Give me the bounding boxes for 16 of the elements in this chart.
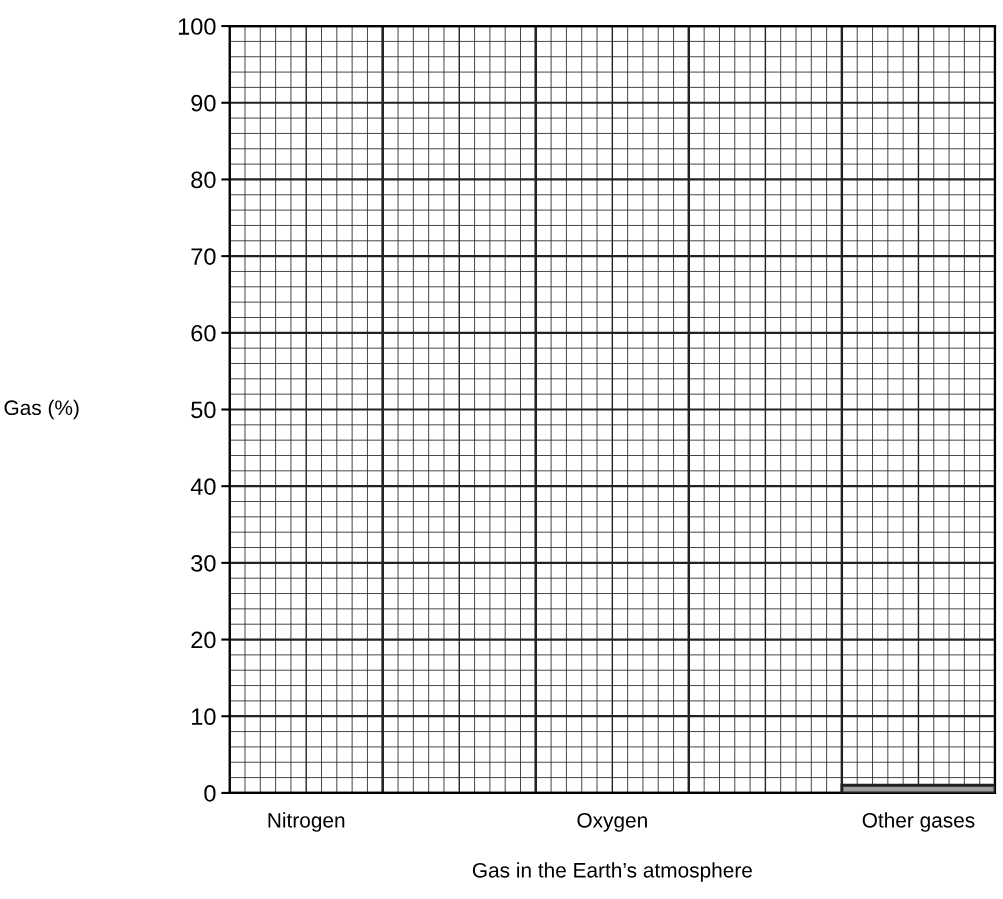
y-tick-label: 20 [191, 631, 216, 649]
y-tick-label: 80 [191, 171, 216, 189]
y-tick-label: 70 [191, 248, 216, 265]
x-axis-title: Gas in the Earth’s atmosphere [472, 862, 752, 882]
y-axis-title: Gas (%) [4, 399, 79, 420]
y-tick-label: 40 [190, 478, 216, 495]
y-tick-label: 0 [204, 784, 216, 802]
x-tick-label: Other gases [862, 812, 975, 832]
x-tick-label: Nitrogen [268, 812, 345, 832]
y-tick-label: 90 [191, 94, 216, 112]
y-tick-label: 60 [191, 324, 216, 342]
y-tick-label: 30 [191, 554, 216, 572]
x-tick-label: Oxygen [577, 812, 647, 832]
y-tick-label: 100 [178, 18, 216, 35]
y-tick-label: 10 [192, 708, 216, 726]
y-tick-label: 50 [191, 401, 216, 419]
